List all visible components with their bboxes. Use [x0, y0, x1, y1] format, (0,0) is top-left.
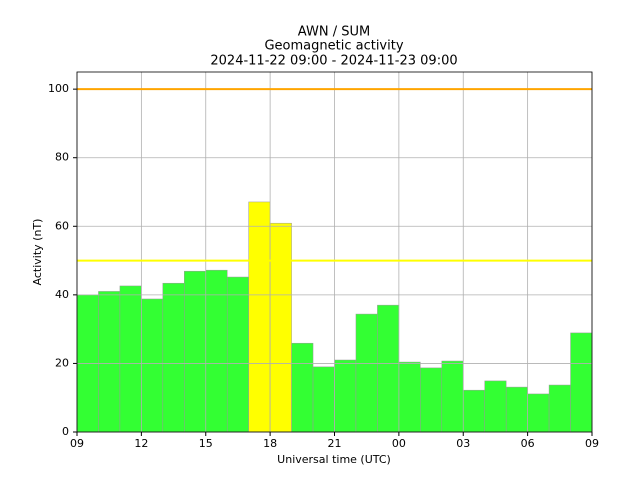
- y-tick-label: 100: [48, 82, 69, 95]
- x-tick-label: 12: [134, 437, 148, 450]
- x-tick-label: 15: [199, 437, 213, 450]
- x-tick-label: 03: [456, 437, 470, 450]
- bar: [377, 304, 400, 433]
- bar: [98, 291, 121, 433]
- bar: [355, 313, 378, 433]
- y-tick-label: 80: [55, 151, 69, 164]
- x-tick-label: 09: [585, 437, 599, 450]
- bar: [312, 366, 335, 433]
- bar: [162, 282, 185, 433]
- x-axis-label: Universal time (UTC): [277, 453, 391, 466]
- bar: [463, 389, 485, 433]
- chart-title: AWN / SUM: [298, 25, 370, 40]
- x-tick-label: 18: [263, 437, 277, 450]
- y-tick-label: 60: [55, 219, 69, 232]
- y-tick-label: 40: [55, 288, 69, 301]
- y-axis-label: Activity (nT): [31, 219, 44, 286]
- bar: [420, 367, 443, 433]
- bar: [484, 380, 507, 433]
- bar: [141, 298, 164, 433]
- y-tick-label: 20: [55, 356, 69, 369]
- y-tick-label: 0: [62, 425, 69, 438]
- bar: [334, 359, 357, 433]
- x-tick-label: 21: [328, 437, 342, 450]
- bar: [527, 393, 550, 433]
- x-tick-label: 09: [70, 437, 84, 450]
- chart-date-range: 2024-11-22 09:00 - 2024-11-23 09:00: [210, 54, 457, 69]
- bar: [291, 342, 314, 433]
- chart-subtitle: Geomagnetic activity: [264, 39, 403, 54]
- bar: [119, 285, 142, 433]
- bar: [548, 384, 571, 433]
- bar: [269, 222, 292, 433]
- bar: [226, 276, 249, 433]
- x-tick-label: 06: [521, 437, 535, 450]
- bar: [184, 270, 207, 433]
- plot-frame: [76, 71, 593, 433]
- bar: [505, 386, 528, 433]
- bar: [205, 269, 228, 433]
- bar: [248, 201, 271, 433]
- x-tick-label: 00: [392, 437, 406, 450]
- bar: [398, 361, 421, 433]
- bar: [570, 332, 593, 433]
- bar: [441, 360, 464, 433]
